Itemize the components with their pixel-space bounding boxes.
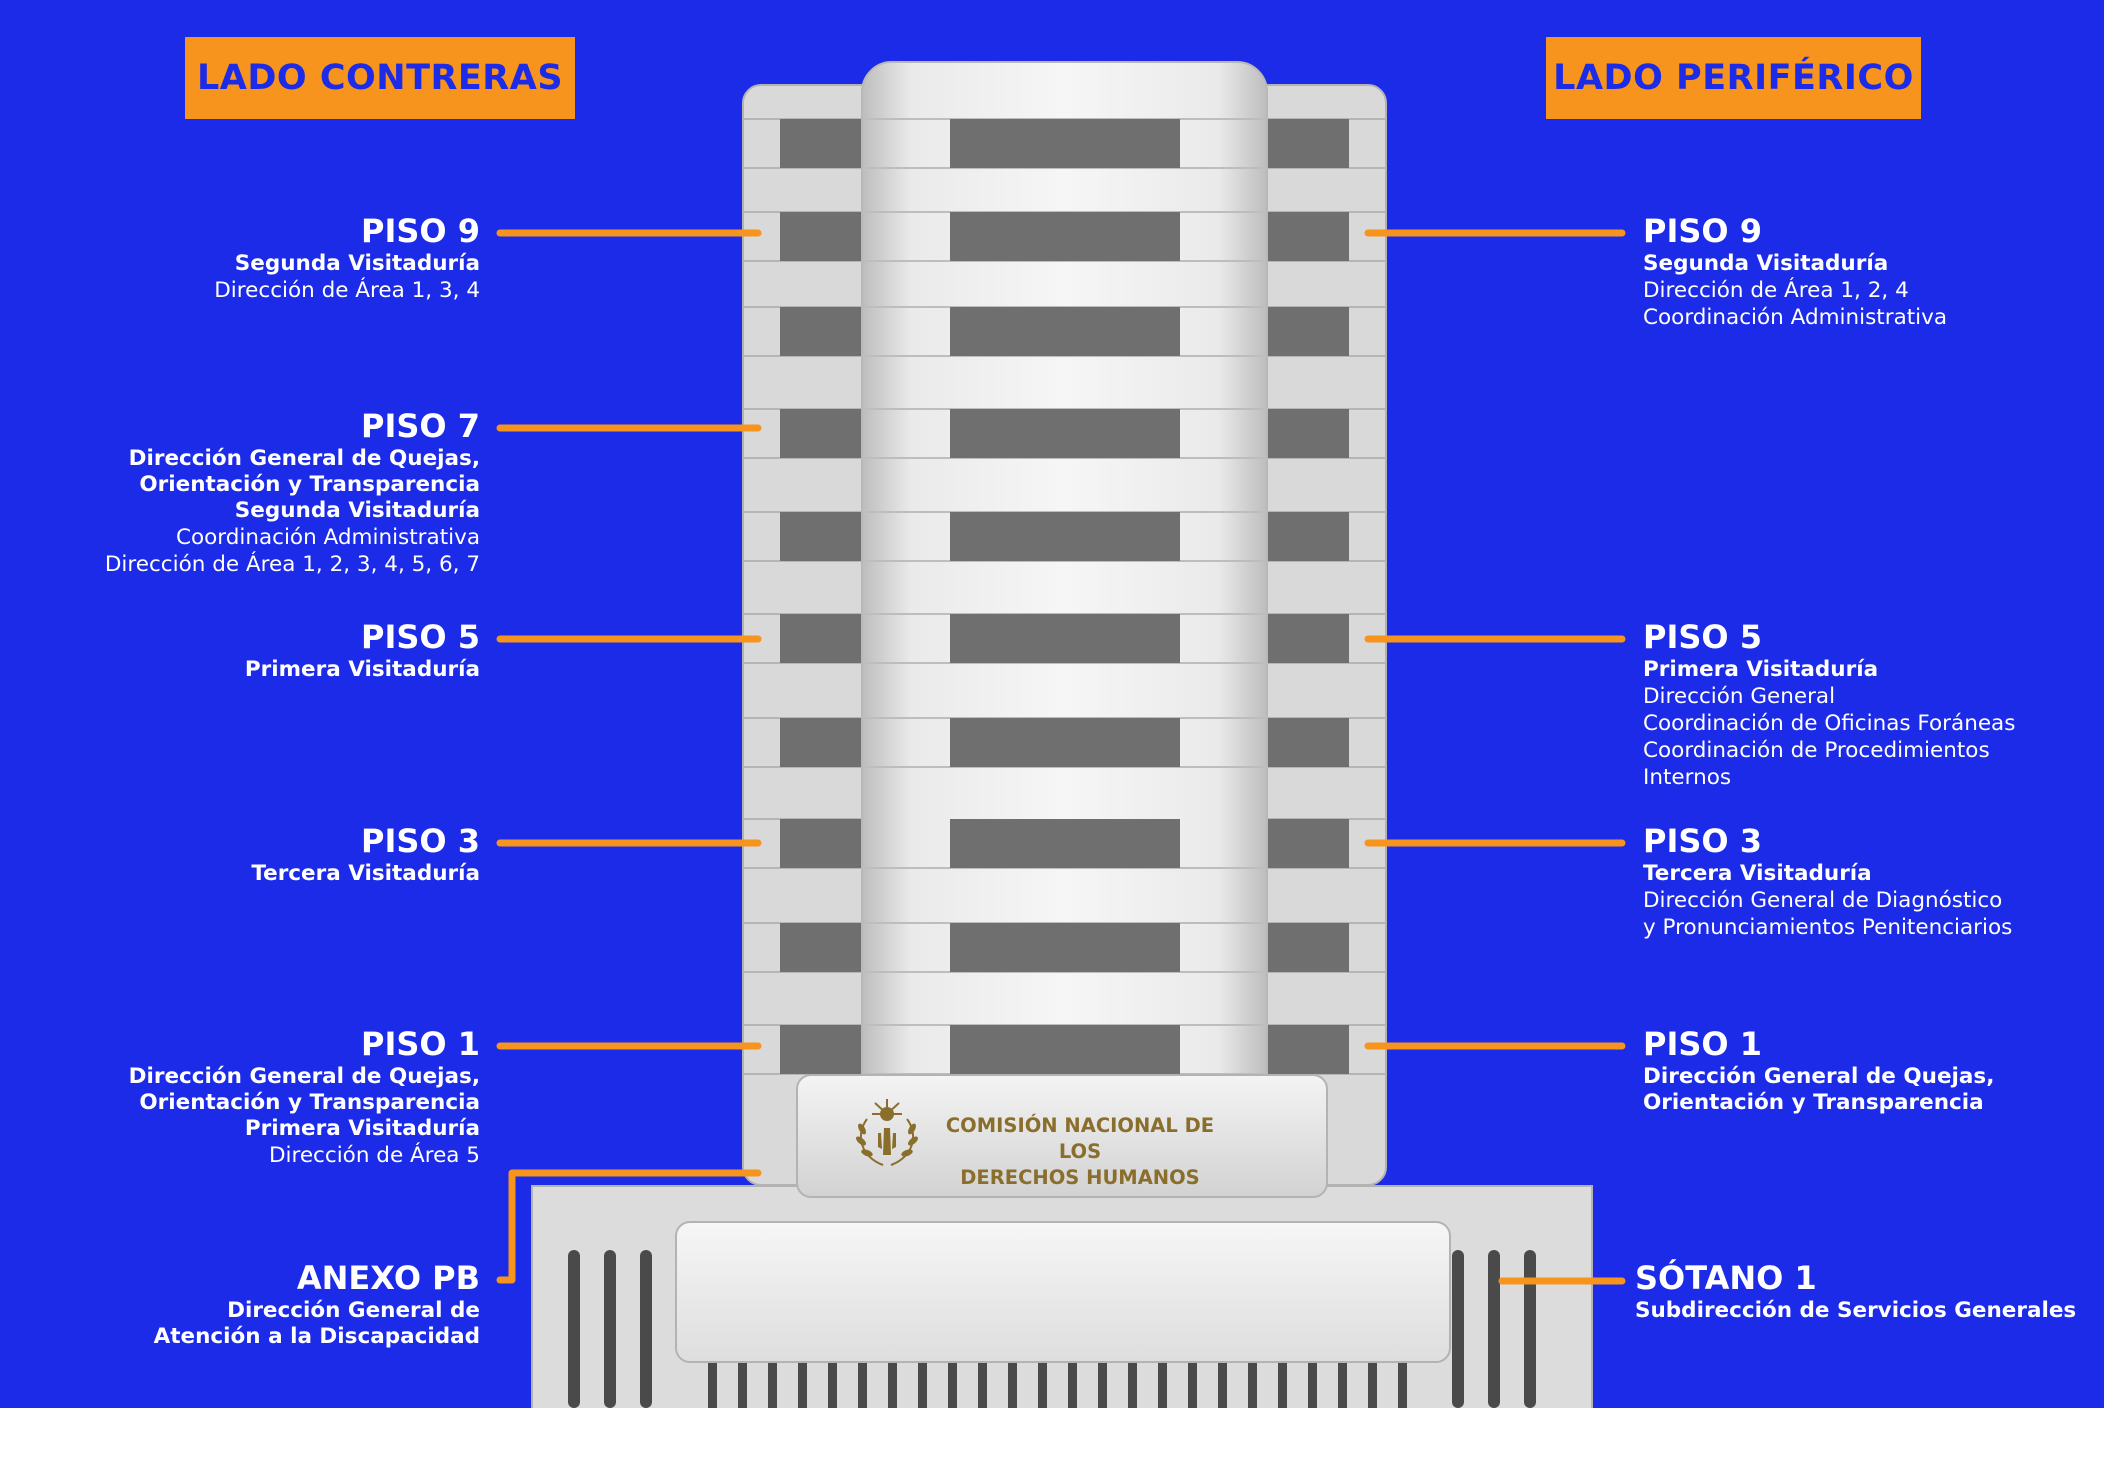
unit-line: Segunda Visitaduría bbox=[1643, 251, 1889, 276]
unit-line: Dirección de Área 1, 2, 4 bbox=[1643, 278, 1909, 303]
window bbox=[1267, 512, 1349, 561]
window bbox=[780, 119, 862, 168]
building-directory: COMISIÓN NACIONAL DE LOS DERECHOS HUMANO… bbox=[0, 0, 2104, 1408]
unit-line: Dirección de Área 1, 2, 3, 4, 5, 6, 7 bbox=[104, 552, 480, 577]
window bbox=[950, 212, 1180, 261]
unit-line: Coordinación Administrativa bbox=[1643, 305, 1948, 330]
unit-line: Coordinación de Procedimientos bbox=[1643, 738, 1990, 763]
unit-line: Coordinación de Oficinas Foráneas bbox=[1643, 711, 2016, 736]
unit-line: Primera Visitaduría bbox=[244, 1116, 480, 1141]
right-side-header: LADO PERIFÉRICO bbox=[1546, 37, 1921, 119]
window bbox=[1267, 212, 1349, 261]
entrance-plaque bbox=[796, 1074, 1328, 1198]
floor-connector-lines bbox=[496, 229, 1626, 1285]
window bbox=[780, 307, 862, 356]
floor-title: PISO 9 bbox=[360, 212, 480, 250]
unit-line: Tercera Visitaduría bbox=[251, 861, 480, 886]
window bbox=[950, 307, 1180, 356]
unit-line: Dirección de Área 1, 3, 4 bbox=[214, 278, 480, 303]
floor-title: PISO 9 bbox=[1643, 212, 1763, 250]
logo-line-2: DERECHOS HUMANOS bbox=[960, 1166, 1200, 1189]
left-side-header: LADO CONTRERAS bbox=[185, 37, 575, 119]
window bbox=[950, 923, 1180, 972]
unit-line: Primera Visitaduría bbox=[244, 657, 480, 682]
unit-line: Primera Visitaduría bbox=[1643, 657, 1879, 682]
window bbox=[1267, 119, 1349, 168]
window bbox=[1267, 819, 1349, 868]
floor-title: PISO 5 bbox=[360, 618, 480, 656]
logo-line-1: COMISIÓN NACIONAL DE LOS bbox=[945, 1114, 1215, 1163]
window bbox=[1267, 307, 1349, 356]
window bbox=[780, 409, 862, 458]
unit-line: Atención a la Discapacidad bbox=[153, 1324, 480, 1349]
unit-line: Orientación y Transparencia bbox=[1643, 1090, 1984, 1115]
right-label-piso-1: PISO 1 Dirección General de Quejas, Orient… bbox=[1643, 1026, 1994, 1116]
unit-line: Dirección General de Quejas, bbox=[128, 1064, 480, 1089]
window bbox=[780, 512, 862, 561]
right-label-piso-9: PISO 9 Segunda Visitaduría Dirección de Ár… bbox=[1643, 213, 1947, 331]
unit-line: Orientación y Transparencia bbox=[139, 472, 480, 497]
left-label-piso-1: PISO 1 Dirección General de Quejas, Orient… bbox=[129, 1026, 480, 1169]
floor-title: PISO 3 bbox=[360, 822, 480, 860]
window bbox=[780, 923, 862, 972]
window bbox=[950, 409, 1180, 458]
unit-line: Segunda Visitaduría bbox=[234, 498, 480, 523]
unit-line: Dirección General de Quejas, bbox=[1643, 1064, 1995, 1089]
window bbox=[950, 512, 1180, 561]
left-label-piso-5: PISO 5 Primera Visitaduría bbox=[245, 619, 480, 683]
window bbox=[780, 1025, 862, 1074]
left-label-piso-9: PISO 9 Segunda Visitaduría Dirección de Ár… bbox=[214, 213, 480, 304]
floor-title: PISO 1 bbox=[1643, 1025, 1763, 1063]
window bbox=[1267, 1025, 1349, 1074]
unit-line: Dirección General de Quejas, bbox=[128, 446, 480, 471]
unit-line: Orientación y Transparencia bbox=[139, 1090, 480, 1115]
window bbox=[950, 119, 1180, 168]
unit-line: Tercera Visitaduría bbox=[1643, 861, 1872, 886]
left-label-anexo-pb: ANEXO PB Dirección General de Atención a l… bbox=[154, 1260, 480, 1350]
window bbox=[1267, 614, 1349, 663]
window bbox=[780, 819, 862, 868]
building-illustration bbox=[496, 61, 1626, 1408]
window bbox=[1267, 718, 1349, 767]
window bbox=[950, 1025, 1180, 1074]
floor-title: SÓTANO 1 bbox=[1635, 1259, 1817, 1297]
window bbox=[950, 614, 1180, 663]
central-tower bbox=[861, 61, 1268, 1178]
unit-line: Dirección de Área 5 bbox=[268, 1143, 480, 1168]
window bbox=[950, 718, 1180, 767]
floor-title: PISO 1 bbox=[360, 1025, 480, 1063]
unit-line: Dirección General de Diagnóstico bbox=[1643, 888, 2003, 913]
unit-line: y Pronunciamientos Penitenciarios bbox=[1643, 915, 2013, 940]
right-label-piso-3: PISO 3 Tercera Visitaduría Dirección Gener… bbox=[1643, 823, 2012, 941]
window bbox=[1267, 409, 1349, 458]
right-label-piso-5: PISO 5 Primera Visitaduría Dirección Gener… bbox=[1643, 619, 2015, 791]
unit-line: Internos bbox=[1643, 765, 1732, 790]
unit-line: Dirección General bbox=[1643, 684, 1836, 709]
institution-logo-text: COMISIÓN NACIONAL DE LOS DERECHOS HUMANO… bbox=[930, 1113, 1230, 1191]
podium-base bbox=[531, 1185, 1593, 1408]
window bbox=[780, 212, 862, 261]
window bbox=[1267, 923, 1349, 972]
window bbox=[780, 614, 862, 663]
window bbox=[780, 718, 862, 767]
unit-line: Segunda Visitaduría bbox=[234, 251, 480, 276]
unit-line: Coordinación Administrativa bbox=[175, 525, 480, 550]
window bbox=[950, 819, 1180, 868]
right-label-sotano-1: SÓTANO 1 Subdirección de Servicios Genera… bbox=[1635, 1260, 2076, 1324]
floor-title: PISO 3 bbox=[1643, 822, 1763, 860]
left-label-piso-3: PISO 3 Tercera Visitaduría bbox=[251, 823, 480, 887]
floor-title: ANEXO PB bbox=[296, 1259, 480, 1297]
unit-line: Subdirección de Servicios Generales bbox=[1635, 1298, 2077, 1323]
hand-sun-laurel-emblem-icon bbox=[856, 1099, 918, 1166]
floor-title: PISO 7 bbox=[360, 407, 480, 445]
floor-title: PISO 5 bbox=[1643, 618, 1763, 656]
left-label-piso-7: PISO 7 Dirección General de Quejas, Orient… bbox=[105, 408, 480, 578]
unit-line: Dirección General de bbox=[227, 1298, 480, 1323]
